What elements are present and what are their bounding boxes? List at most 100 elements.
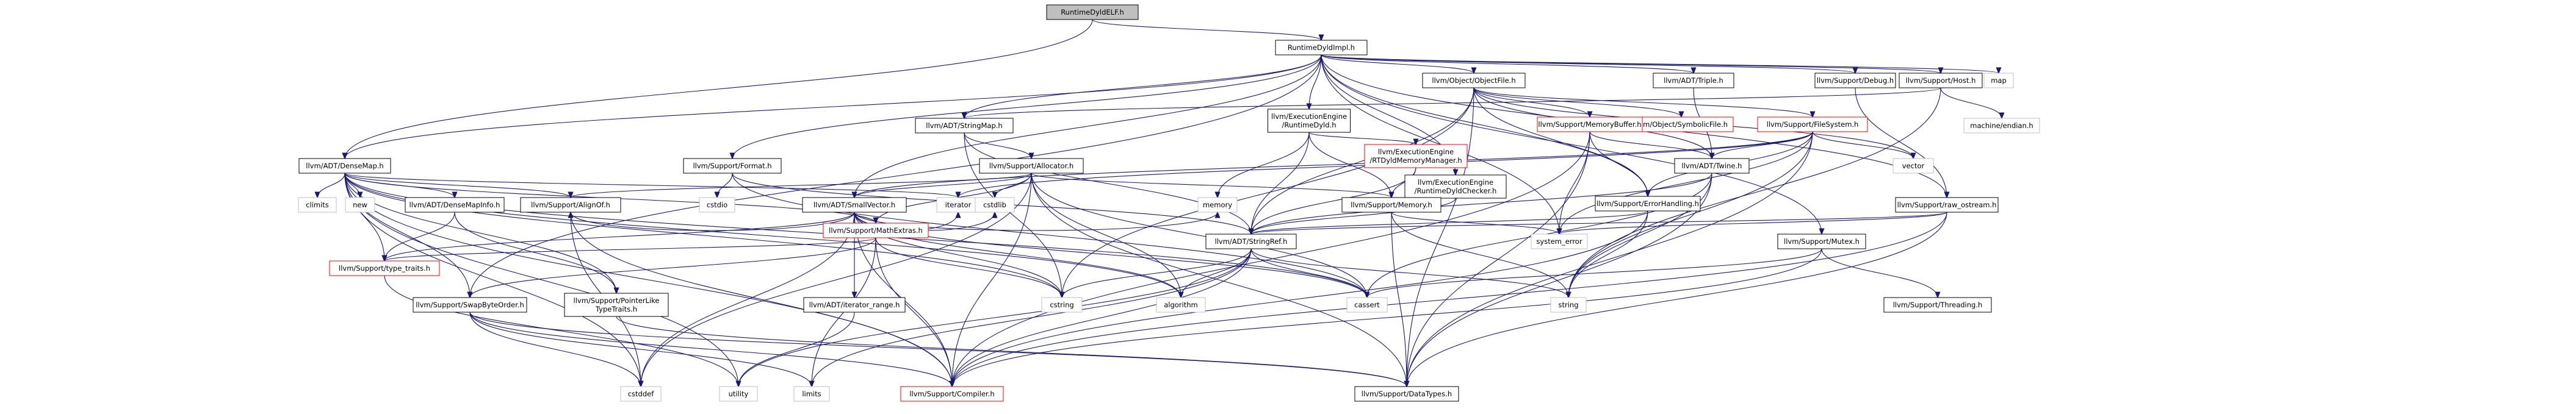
edge-impl-to-triple: [1321, 54, 1694, 73]
node-limits-label: limits: [802, 390, 821, 398]
node-densemapinfo-label: llvm/ADT/DenseMapInfo.h: [409, 201, 500, 209]
edge-impl-to-densemap: [345, 54, 1322, 159]
node-memory[interactable]: llvm/Support/Memory.h: [1341, 197, 1441, 213]
node-twine-label: llvm/ADT/Twine.h: [1682, 162, 1742, 170]
node-systemerror-box: [1531, 234, 1588, 249]
node-datatypes[interactable]: llvm/Support/DataTypes.h: [1354, 386, 1459, 402]
node-cstdio-box: [699, 197, 735, 213]
node-stringref-label: llvm/ADT/StringRef.h: [1215, 237, 1288, 246]
node-rawostream[interactable]: llvm/Support/raw_ostream.h: [1895, 197, 1999, 213]
edge-objectfile-to-symbolicfile: [1473, 87, 1681, 117]
node-densemapinfo[interactable]: llvm/ADT/DenseMapInfo.h: [405, 197, 505, 213]
edge-allocator-to-smallvector: [854, 173, 1032, 198]
edge-filesystem-to-smallvector: [854, 131, 1813, 198]
node-rtmemmgr[interactable]: llvm/ExecutionEngine/RTDyldMemoryManager…: [1364, 144, 1468, 168]
node-cstddef-label: cstddef: [628, 390, 654, 398]
node-pointerlike-label: llvm/Support/PointerLike: [574, 296, 660, 305]
node-string-label: string: [1558, 301, 1578, 309]
node-limits: limits: [793, 386, 830, 402]
node-stringmap[interactable]: llvm/ADT/StringMap.h: [915, 118, 1014, 134]
edge-mathextras-to-cstring: [875, 237, 1062, 298]
node-smallvector[interactable]: llvm/ADT/SmallVector.h: [802, 197, 907, 213]
edge-swapbyteorder-to-compiler: [469, 312, 952, 387]
node-symbolicfile[interactable]: llvm/Object/SymbolicFile.h: [1629, 116, 1734, 132]
edge-filesystem-to-systemerror: [1559, 131, 1813, 234]
edge-densemapinfo-to-typetraits: [384, 212, 455, 261]
node-new-label: new: [353, 201, 367, 209]
node-threading[interactable]: llvm/Support/Threading.h: [1883, 297, 1992, 313]
edge-format-to-cassert: [732, 173, 1367, 298]
node-triple[interactable]: llvm/ADT/Triple.h: [1653, 73, 1734, 88]
node-rtmemmgr-label: /RTDyldMemoryManager.h: [1369, 156, 1462, 165]
node-typetraits[interactable]: llvm/Support/type_traits.h: [329, 260, 440, 276]
edge-densemap-to-cstddef: [344, 173, 641, 387]
edge-stringref-to-cstring: [1062, 248, 1252, 298]
node-swapbyteorder[interactable]: llvm/Support/SwapByteOrder.h: [413, 297, 527, 313]
edge-allocator-to-cstddef: [641, 173, 1032, 387]
node-symbolicfile-box: [1629, 116, 1734, 132]
node-cassert: cassert: [1346, 297, 1388, 313]
node-mutex[interactable]: llvm/Support/Mutex.h: [1777, 234, 1866, 249]
edge-densemap-to-algorithm: [344, 173, 1181, 298]
edge-debug-to-rawostream: [1855, 87, 1947, 198]
node-swapbyteorder-box: [413, 297, 527, 313]
node-densemap[interactable]: llvm/ADT/DenseMap.h: [298, 158, 391, 174]
edge-smallvector-to-alignof: [571, 212, 855, 231]
node-twine[interactable]: llvm/ADT/Twine.h: [1674, 158, 1750, 174]
node-compiler[interactable]: llvm/Support/Compiler.h: [900, 386, 1004, 402]
edge-stringref-to-cassert: [1250, 248, 1367, 298]
node-typetraits-label: llvm/Support/type_traits.h: [339, 264, 430, 273]
node-string-box: [1550, 297, 1587, 313]
node-climits: climits: [298, 197, 337, 213]
node-machendian: machine/endian.h: [1963, 118, 2040, 134]
node-allocator-label: llvm/Support/Allocator.h: [989, 162, 1073, 170]
node-cstdlib-label: cstdlib: [983, 201, 1006, 209]
edge-impl-to-errorhandling: [1321, 54, 1648, 196]
edge-objectfile-to-datatypes: [1407, 87, 1474, 387]
node-iteratorrange[interactable]: llvm/ADT/iterator_range.h: [803, 297, 906, 313]
node-format[interactable]: llvm/Support/Format.h: [683, 158, 782, 174]
node-memorybuffer[interactable]: llvm/Support/MemoryBuffer.h: [1537, 116, 1643, 132]
node-errorhandling-box: [1595, 196, 1701, 212]
edge-objectfile-to-stringref: [1251, 87, 1474, 234]
node-rawostream-box: [1895, 197, 1999, 213]
edge-densemap-to-typetraits: [344, 173, 384, 261]
edge-mathextras-to-swapbyteorder: [470, 237, 876, 298]
node-stringref[interactable]: llvm/ADT/StringRef.h: [1205, 234, 1297, 249]
node-filesystem[interactable]: llvm/Support/FileSystem.h: [1757, 116, 1868, 132]
node-errorhandling[interactable]: llvm/Support/ErrorHandling.h: [1595, 196, 1701, 212]
node-debug[interactable]: llvm/Support/Debug.h: [1814, 73, 1896, 88]
node-host[interactable]: llvm/Support/Host.h: [1899, 73, 1983, 88]
edge-host-to-stringmap: [964, 87, 1941, 118]
node-mathextras[interactable]: llvm/Support/MathExtras.h: [823, 223, 929, 238]
node-compiler-box: [900, 386, 1004, 402]
node-allocator[interactable]: llvm/Support/Allocator.h: [979, 158, 1084, 174]
node-limits-box: [793, 386, 830, 402]
node-memorybuffer-label: llvm/Support/MemoryBuffer.h: [1538, 120, 1641, 129]
node-rtmemmgr-box: [1364, 144, 1468, 168]
edge-smallvector-to-typetraits: [384, 212, 855, 261]
edge-memory-to-string: [1391, 212, 1568, 298]
edge-densemap-to-alignof: [344, 173, 571, 198]
node-rtdyld[interactable]: llvm/ExecutionEngine/RuntimeDyld.h: [1268, 109, 1351, 133]
edge-smallvector-to-cstddef: [641, 212, 855, 387]
node-objectfile[interactable]: llvm/Object/ObjectFile.h: [1422, 73, 1526, 88]
node-cstring-box: [1041, 297, 1083, 313]
node-rtdchecker[interactable]: llvm/ExecutionEngine/RuntimeDyldChecker.…: [1404, 174, 1507, 199]
node-debug-box: [1814, 73, 1896, 88]
node-datatypes-box: [1354, 386, 1459, 402]
node-alignof[interactable]: llvm/Support/AlignOf.h: [520, 197, 621, 213]
edge-pointerlike-to-datatypes: [616, 316, 1407, 387]
edge-format-to-cstdio: [717, 173, 733, 198]
node-mutex-box: [1777, 234, 1866, 249]
node-cstddef-box: [620, 386, 662, 402]
node-datatypes-label: llvm/Support/DataTypes.h: [1362, 390, 1452, 398]
edge-objectfile-to-errorhandling: [1473, 87, 1648, 196]
edge-objectfile-to-memorybuffer: [1473, 87, 1590, 117]
node-threading-box: [1883, 297, 1992, 313]
node-memoryhdr-label: memory: [1203, 201, 1232, 209]
edge-filesystem-to-vector: [1812, 131, 1913, 159]
node-cstring: cstring: [1041, 297, 1083, 313]
node-impl[interactable]: RuntimeDyldImpl.h: [1275, 40, 1368, 55]
